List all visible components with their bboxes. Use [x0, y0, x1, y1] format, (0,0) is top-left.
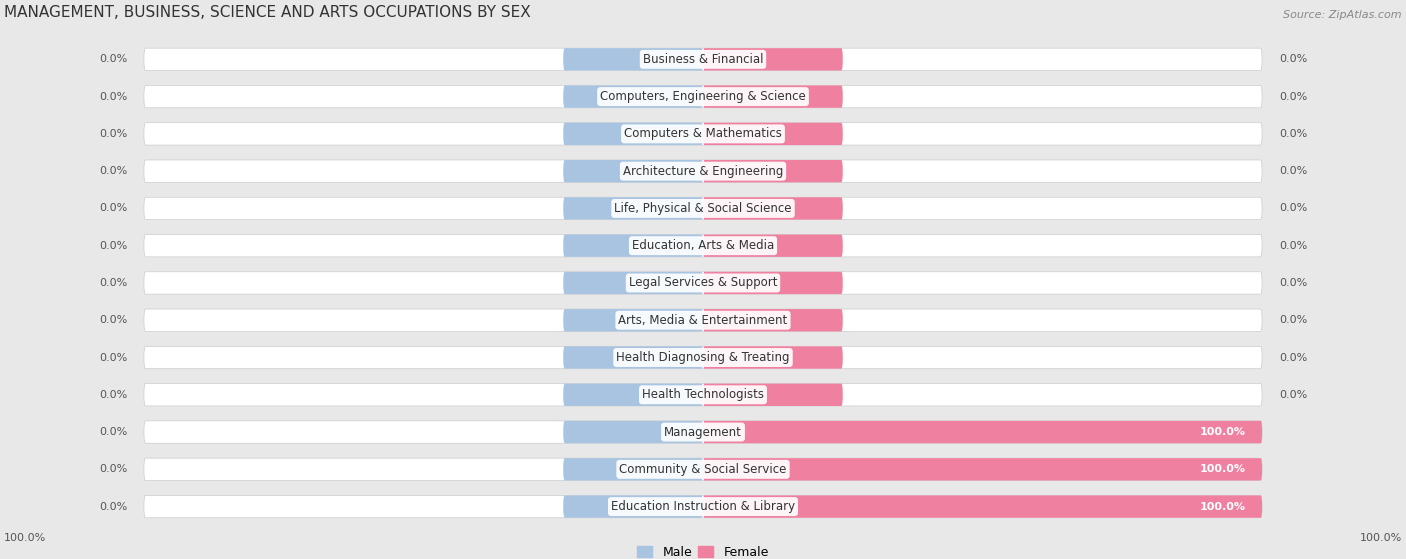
Text: 100.0%: 100.0% [1199, 501, 1246, 511]
Text: 0.0%: 0.0% [98, 241, 127, 250]
Text: 0.0%: 0.0% [1279, 166, 1308, 176]
Text: Computers & Mathematics: Computers & Mathematics [624, 127, 782, 140]
Text: 0.0%: 0.0% [98, 166, 127, 176]
Text: 0.0%: 0.0% [98, 54, 127, 64]
FancyBboxPatch shape [143, 421, 1263, 443]
Text: Health Diagnosing & Treating: Health Diagnosing & Treating [616, 351, 790, 364]
FancyBboxPatch shape [703, 383, 842, 406]
Text: 0.0%: 0.0% [98, 129, 127, 139]
Text: 0.0%: 0.0% [98, 278, 127, 288]
FancyBboxPatch shape [143, 272, 1263, 294]
FancyBboxPatch shape [143, 86, 1263, 108]
FancyBboxPatch shape [564, 421, 703, 443]
Text: 0.0%: 0.0% [98, 465, 127, 475]
Text: Education Instruction & Library: Education Instruction & Library [612, 500, 794, 513]
FancyBboxPatch shape [564, 197, 703, 220]
Text: Arts, Media & Entertainment: Arts, Media & Entertainment [619, 314, 787, 327]
FancyBboxPatch shape [703, 235, 842, 257]
Text: 0.0%: 0.0% [1279, 241, 1308, 250]
FancyBboxPatch shape [143, 235, 1263, 257]
FancyBboxPatch shape [703, 495, 1263, 518]
Text: Architecture & Engineering: Architecture & Engineering [623, 165, 783, 178]
FancyBboxPatch shape [564, 458, 703, 481]
FancyBboxPatch shape [703, 48, 842, 70]
FancyBboxPatch shape [703, 123, 842, 145]
Text: 0.0%: 0.0% [98, 203, 127, 214]
FancyBboxPatch shape [143, 123, 1263, 145]
Text: Management: Management [664, 425, 742, 439]
Text: 0.0%: 0.0% [98, 427, 127, 437]
FancyBboxPatch shape [564, 383, 703, 406]
FancyBboxPatch shape [703, 421, 1263, 443]
FancyBboxPatch shape [143, 48, 1263, 70]
FancyBboxPatch shape [564, 48, 703, 70]
FancyBboxPatch shape [564, 235, 703, 257]
Text: 0.0%: 0.0% [98, 501, 127, 511]
FancyBboxPatch shape [564, 86, 703, 108]
FancyBboxPatch shape [703, 347, 842, 369]
FancyBboxPatch shape [703, 160, 842, 182]
Legend: Male, Female: Male, Female [637, 546, 769, 559]
Text: Health Technologists: Health Technologists [643, 389, 763, 401]
Text: 0.0%: 0.0% [1279, 203, 1308, 214]
Text: 0.0%: 0.0% [98, 315, 127, 325]
FancyBboxPatch shape [564, 495, 703, 518]
Text: 100.0%: 100.0% [1199, 427, 1246, 437]
Text: 0.0%: 0.0% [98, 353, 127, 363]
Text: 0.0%: 0.0% [1279, 54, 1308, 64]
Text: Life, Physical & Social Science: Life, Physical & Social Science [614, 202, 792, 215]
Text: 0.0%: 0.0% [1279, 390, 1308, 400]
Text: 0.0%: 0.0% [1279, 315, 1308, 325]
FancyBboxPatch shape [143, 383, 1263, 406]
Text: Computers, Engineering & Science: Computers, Engineering & Science [600, 90, 806, 103]
FancyBboxPatch shape [564, 272, 703, 294]
Text: Education, Arts & Media: Education, Arts & Media [631, 239, 775, 252]
FancyBboxPatch shape [703, 309, 842, 331]
Text: 100.0%: 100.0% [1199, 465, 1246, 475]
FancyBboxPatch shape [703, 272, 842, 294]
Text: 100.0%: 100.0% [1360, 533, 1402, 543]
Text: MANAGEMENT, BUSINESS, SCIENCE AND ARTS OCCUPATIONS BY SEX: MANAGEMENT, BUSINESS, SCIENCE AND ARTS O… [4, 5, 531, 20]
FancyBboxPatch shape [564, 160, 703, 182]
Text: 100.0%: 100.0% [4, 533, 46, 543]
FancyBboxPatch shape [143, 458, 1263, 481]
FancyBboxPatch shape [564, 309, 703, 331]
FancyBboxPatch shape [703, 458, 1263, 481]
Text: Legal Services & Support: Legal Services & Support [628, 277, 778, 290]
FancyBboxPatch shape [143, 495, 1263, 518]
FancyBboxPatch shape [564, 123, 703, 145]
Text: Community & Social Service: Community & Social Service [619, 463, 787, 476]
FancyBboxPatch shape [143, 160, 1263, 182]
FancyBboxPatch shape [143, 347, 1263, 369]
FancyBboxPatch shape [143, 309, 1263, 331]
FancyBboxPatch shape [703, 197, 842, 220]
Text: 0.0%: 0.0% [98, 92, 127, 102]
FancyBboxPatch shape [143, 197, 1263, 220]
Text: 0.0%: 0.0% [98, 390, 127, 400]
Text: Source: ZipAtlas.com: Source: ZipAtlas.com [1284, 10, 1402, 20]
Text: Business & Financial: Business & Financial [643, 53, 763, 66]
Text: 0.0%: 0.0% [1279, 353, 1308, 363]
Text: 0.0%: 0.0% [1279, 92, 1308, 102]
Text: 0.0%: 0.0% [1279, 129, 1308, 139]
Text: 0.0%: 0.0% [1279, 278, 1308, 288]
FancyBboxPatch shape [703, 86, 842, 108]
FancyBboxPatch shape [564, 347, 703, 369]
